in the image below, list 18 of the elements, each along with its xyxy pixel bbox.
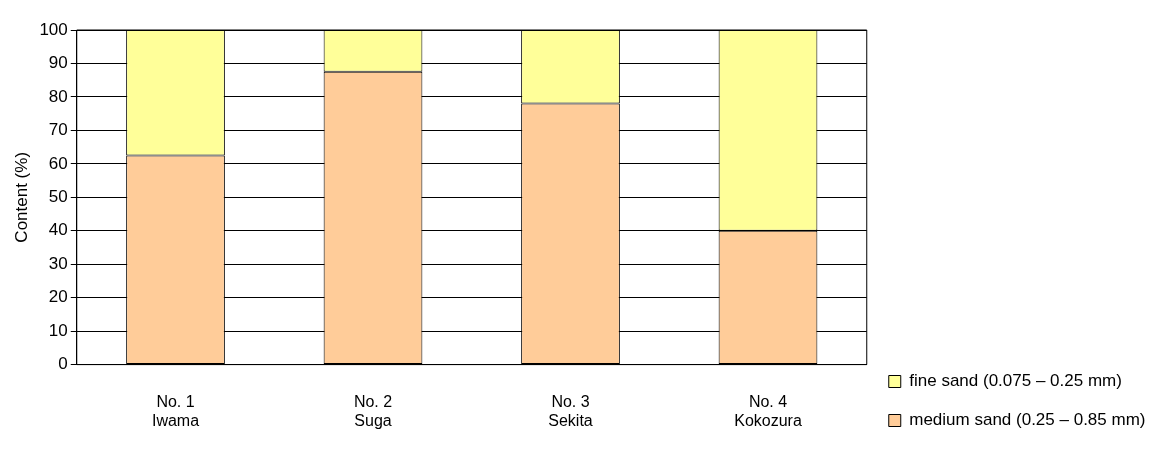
y-tick-label: 10 [48,320,68,340]
y-tick-label: 20 [48,287,68,307]
x-tick-label: No. 4 Kokozura [734,392,802,429]
y-tick-label: 0 [58,354,68,374]
y-tick-label: 70 [48,120,68,140]
x-tick-label: No. 3 Sekita [548,392,593,429]
y-tick-label: 30 [48,253,68,273]
y-tick-label: 50 [48,186,68,206]
y-tick-label: 60 [48,153,68,173]
y-tick-label: 40 [48,220,68,240]
y-tick-label: 80 [48,86,68,106]
y-tick-label: 90 [48,53,68,73]
legend-label: medium sand (0.25 – 0.85 mm) [909,410,1146,430]
y-axis-title: Content (%) [11,151,31,243]
x-tick-label: No. 1 Iwama [151,392,200,429]
x-tick-label: No. 2 Suga [353,392,393,429]
legend-label: fine sand (0.075 – 0.25 mm) [909,371,1122,391]
y-tick-label: 100 [39,19,68,39]
